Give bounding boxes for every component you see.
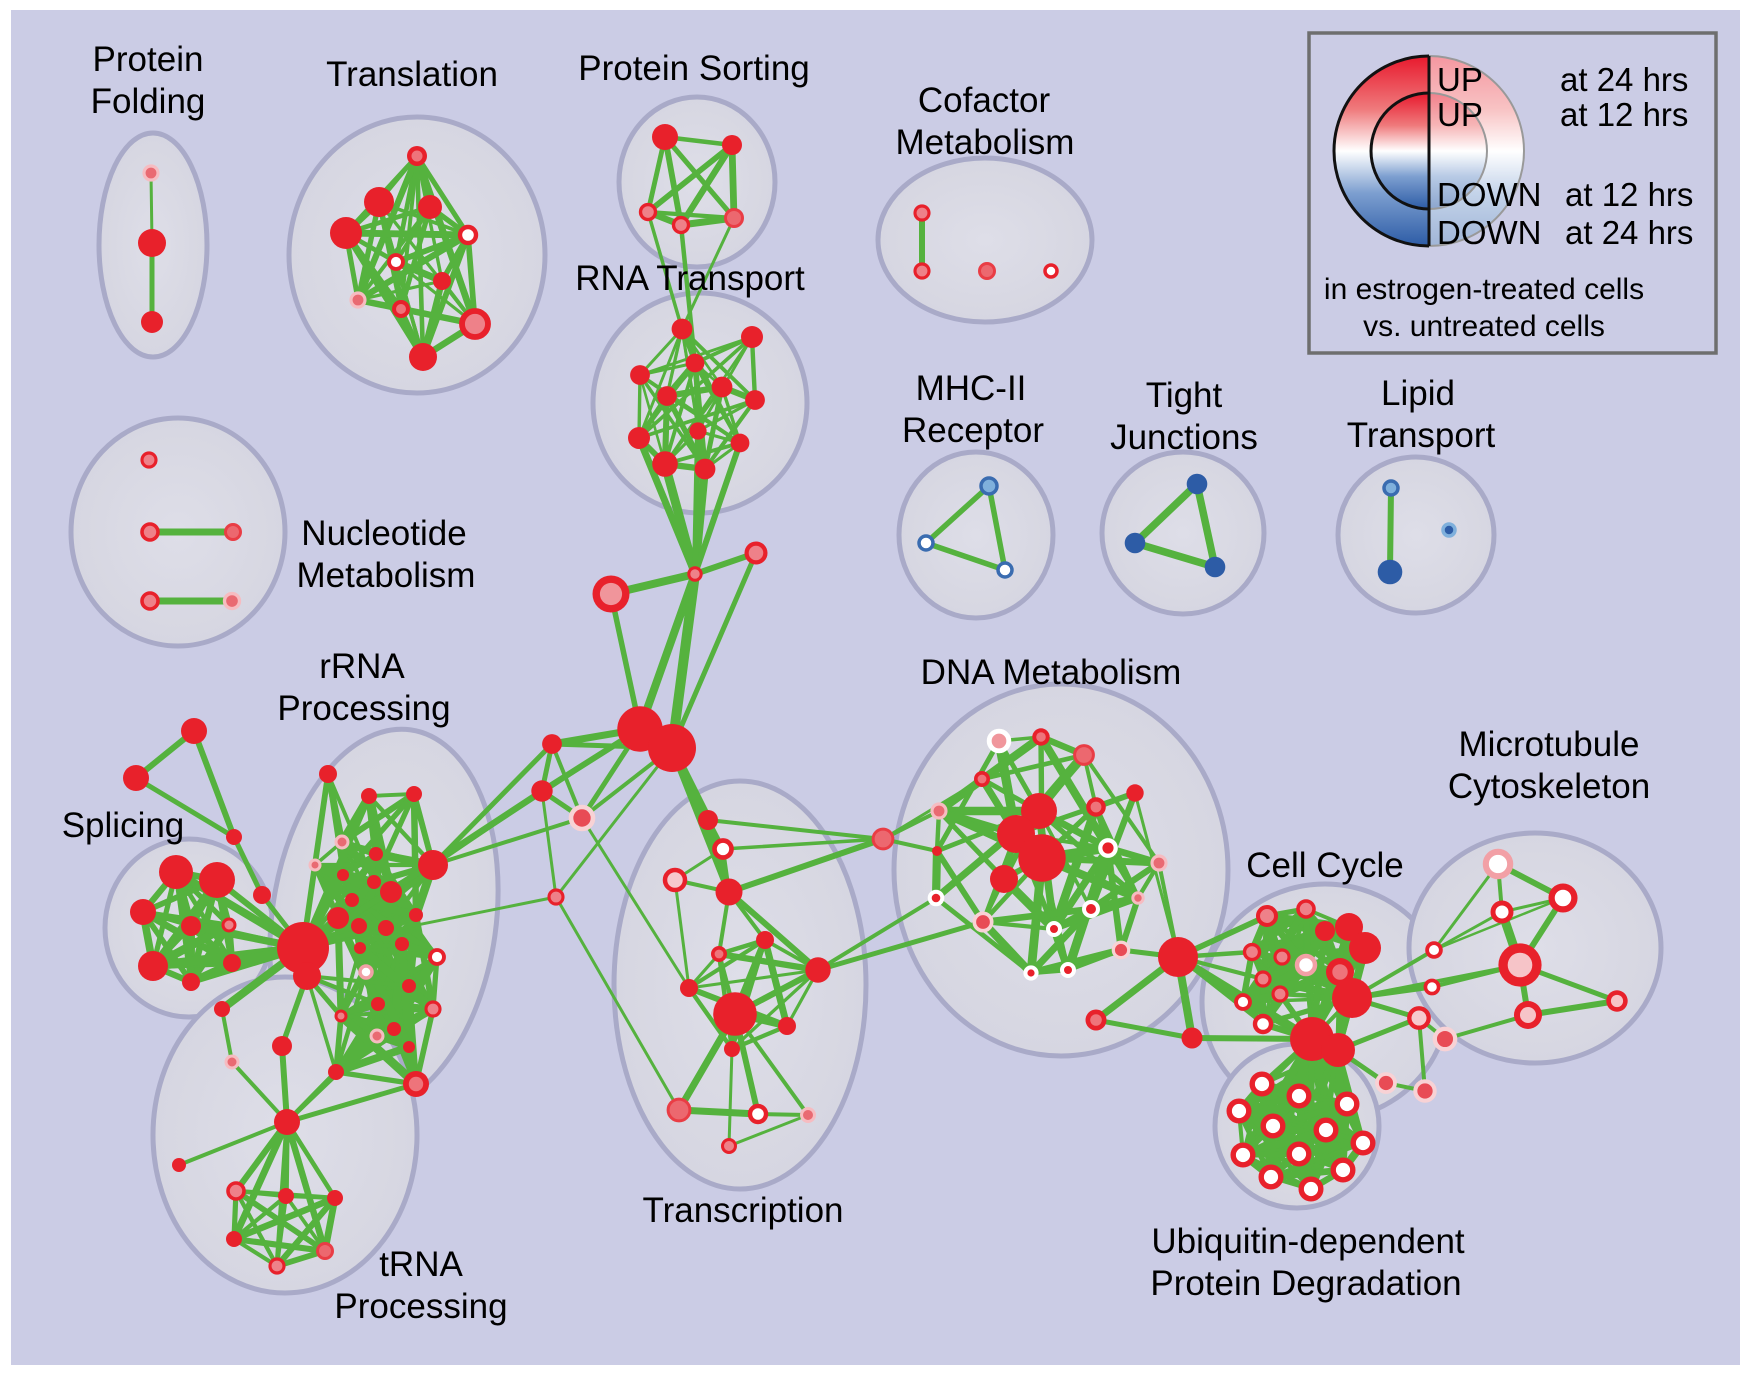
svg-text:vs. untreated cells: vs. untreated cells: [1363, 310, 1605, 343]
svg-text:Junctions: Junctions: [1110, 418, 1258, 457]
svg-text:Protein Sorting: Protein Sorting: [578, 49, 810, 88]
svg-text:DNA Metabolism: DNA Metabolism: [921, 653, 1182, 692]
svg-text:Processing: Processing: [334, 1287, 507, 1326]
svg-text:Cytoskeleton: Cytoskeleton: [1448, 767, 1650, 806]
svg-text:Translation: Translation: [326, 55, 498, 94]
svg-text:Ubiquitin-dependent: Ubiquitin-dependent: [1151, 1222, 1465, 1261]
svg-text:Metabolism: Metabolism: [297, 556, 476, 595]
svg-text:Tight: Tight: [1146, 376, 1223, 415]
svg-text:Nucleotide: Nucleotide: [301, 514, 466, 553]
svg-text:at 12 hrs: at 12 hrs: [1560, 96, 1688, 133]
svg-text:DOWN: DOWN: [1437, 176, 1541, 213]
svg-text:Transport: Transport: [1347, 416, 1496, 455]
svg-text:RNA Transport: RNA Transport: [575, 259, 805, 298]
svg-text:rRNA: rRNA: [319, 647, 405, 686]
svg-text:at 24 hrs: at 24 hrs: [1565, 214, 1693, 251]
svg-text:Splicing: Splicing: [62, 806, 185, 845]
svg-text:Receptor: Receptor: [902, 411, 1044, 450]
svg-text:Folding: Folding: [91, 82, 206, 121]
svg-text:Cell Cycle: Cell Cycle: [1246, 846, 1404, 885]
svg-text:at 12 hrs: at 12 hrs: [1565, 176, 1693, 213]
svg-text:tRNA: tRNA: [379, 1245, 463, 1284]
svg-text:at 24 hrs: at 24 hrs: [1560, 61, 1688, 98]
svg-text:UP: UP: [1437, 96, 1483, 133]
svg-text:Microtubule: Microtubule: [1459, 725, 1640, 764]
svg-text:DOWN: DOWN: [1437, 214, 1541, 251]
svg-text:Protein: Protein: [93, 40, 204, 79]
svg-text:Processing: Processing: [277, 689, 450, 728]
svg-text:Transcription: Transcription: [643, 1191, 844, 1230]
svg-text:in estrogen-treated cells: in estrogen-treated cells: [1324, 273, 1644, 306]
svg-text:Protein Degradation: Protein Degradation: [1150, 1264, 1461, 1303]
svg-text:Cofactor: Cofactor: [918, 81, 1051, 120]
svg-text:Metabolism: Metabolism: [896, 123, 1075, 162]
svg-text:Lipid: Lipid: [1381, 374, 1455, 413]
svg-text:MHC-II: MHC-II: [916, 369, 1027, 408]
svg-text:UP: UP: [1437, 61, 1483, 98]
